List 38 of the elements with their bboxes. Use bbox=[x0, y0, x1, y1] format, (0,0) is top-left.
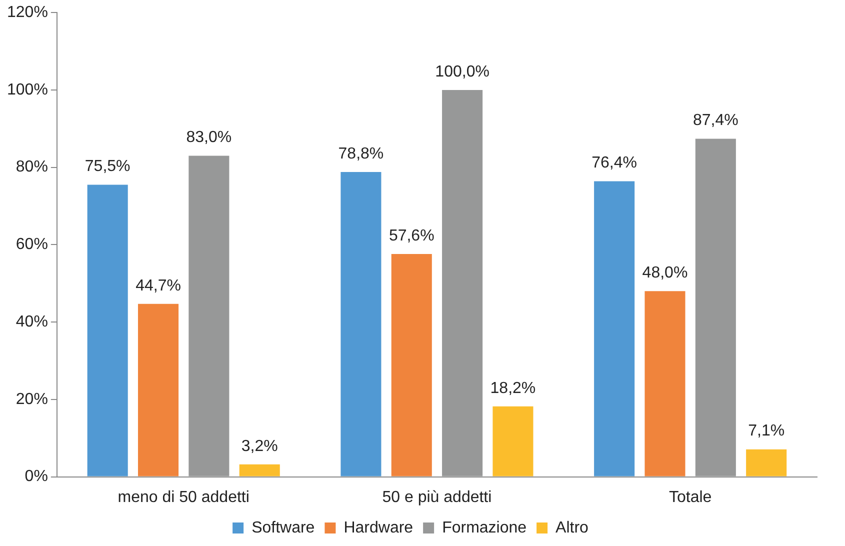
bar bbox=[138, 304, 179, 476]
data-label: 44,7% bbox=[136, 277, 181, 294]
x-tick-label: 50 e più addetti bbox=[382, 488, 492, 506]
legend-label: Formazione bbox=[442, 519, 527, 536]
legend-label: Altro bbox=[556, 519, 589, 536]
data-label: 87,4% bbox=[692, 112, 738, 130]
data-label: 3,2% bbox=[241, 438, 278, 455]
y-tick-label: 20% bbox=[16, 390, 48, 408]
x-tick-label: meno di 50 addetti bbox=[118, 488, 250, 506]
y-tick-label: 40% bbox=[16, 313, 48, 330]
x-tick-label: Totale bbox=[668, 488, 712, 506]
bar bbox=[644, 291, 686, 476]
data-label: 18,2% bbox=[490, 380, 536, 397]
data-label: 78,8% bbox=[338, 145, 384, 162]
bar bbox=[492, 406, 534, 476]
bar bbox=[87, 184, 128, 476]
bar bbox=[695, 138, 736, 476]
bar bbox=[391, 254, 432, 476]
y-tick-label: 120% bbox=[7, 4, 48, 22]
data-label: 76,4% bbox=[592, 154, 637, 172]
y-tick-label: 0% bbox=[24, 468, 48, 486]
y-tick-label: 60% bbox=[16, 236, 48, 254]
legend-label: Software bbox=[252, 519, 315, 536]
y-tick-label: 80% bbox=[16, 158, 48, 176]
data-label: 100,0% bbox=[435, 63, 490, 80]
data-label: 57,6% bbox=[388, 227, 434, 244]
data-label: 75,5% bbox=[84, 158, 130, 176]
data-label: 48,0% bbox=[642, 264, 688, 282]
data-label: 83,0% bbox=[186, 129, 232, 146]
bar bbox=[442, 90, 483, 476]
legend-label: Hardware bbox=[344, 519, 414, 536]
data-label: 7,1% bbox=[748, 422, 785, 440]
bar bbox=[239, 464, 280, 476]
bar bbox=[340, 172, 382, 476]
bar bbox=[594, 181, 635, 476]
y-tick-label: 100% bbox=[7, 81, 48, 98]
bar bbox=[746, 449, 787, 476]
bar bbox=[188, 156, 230, 476]
